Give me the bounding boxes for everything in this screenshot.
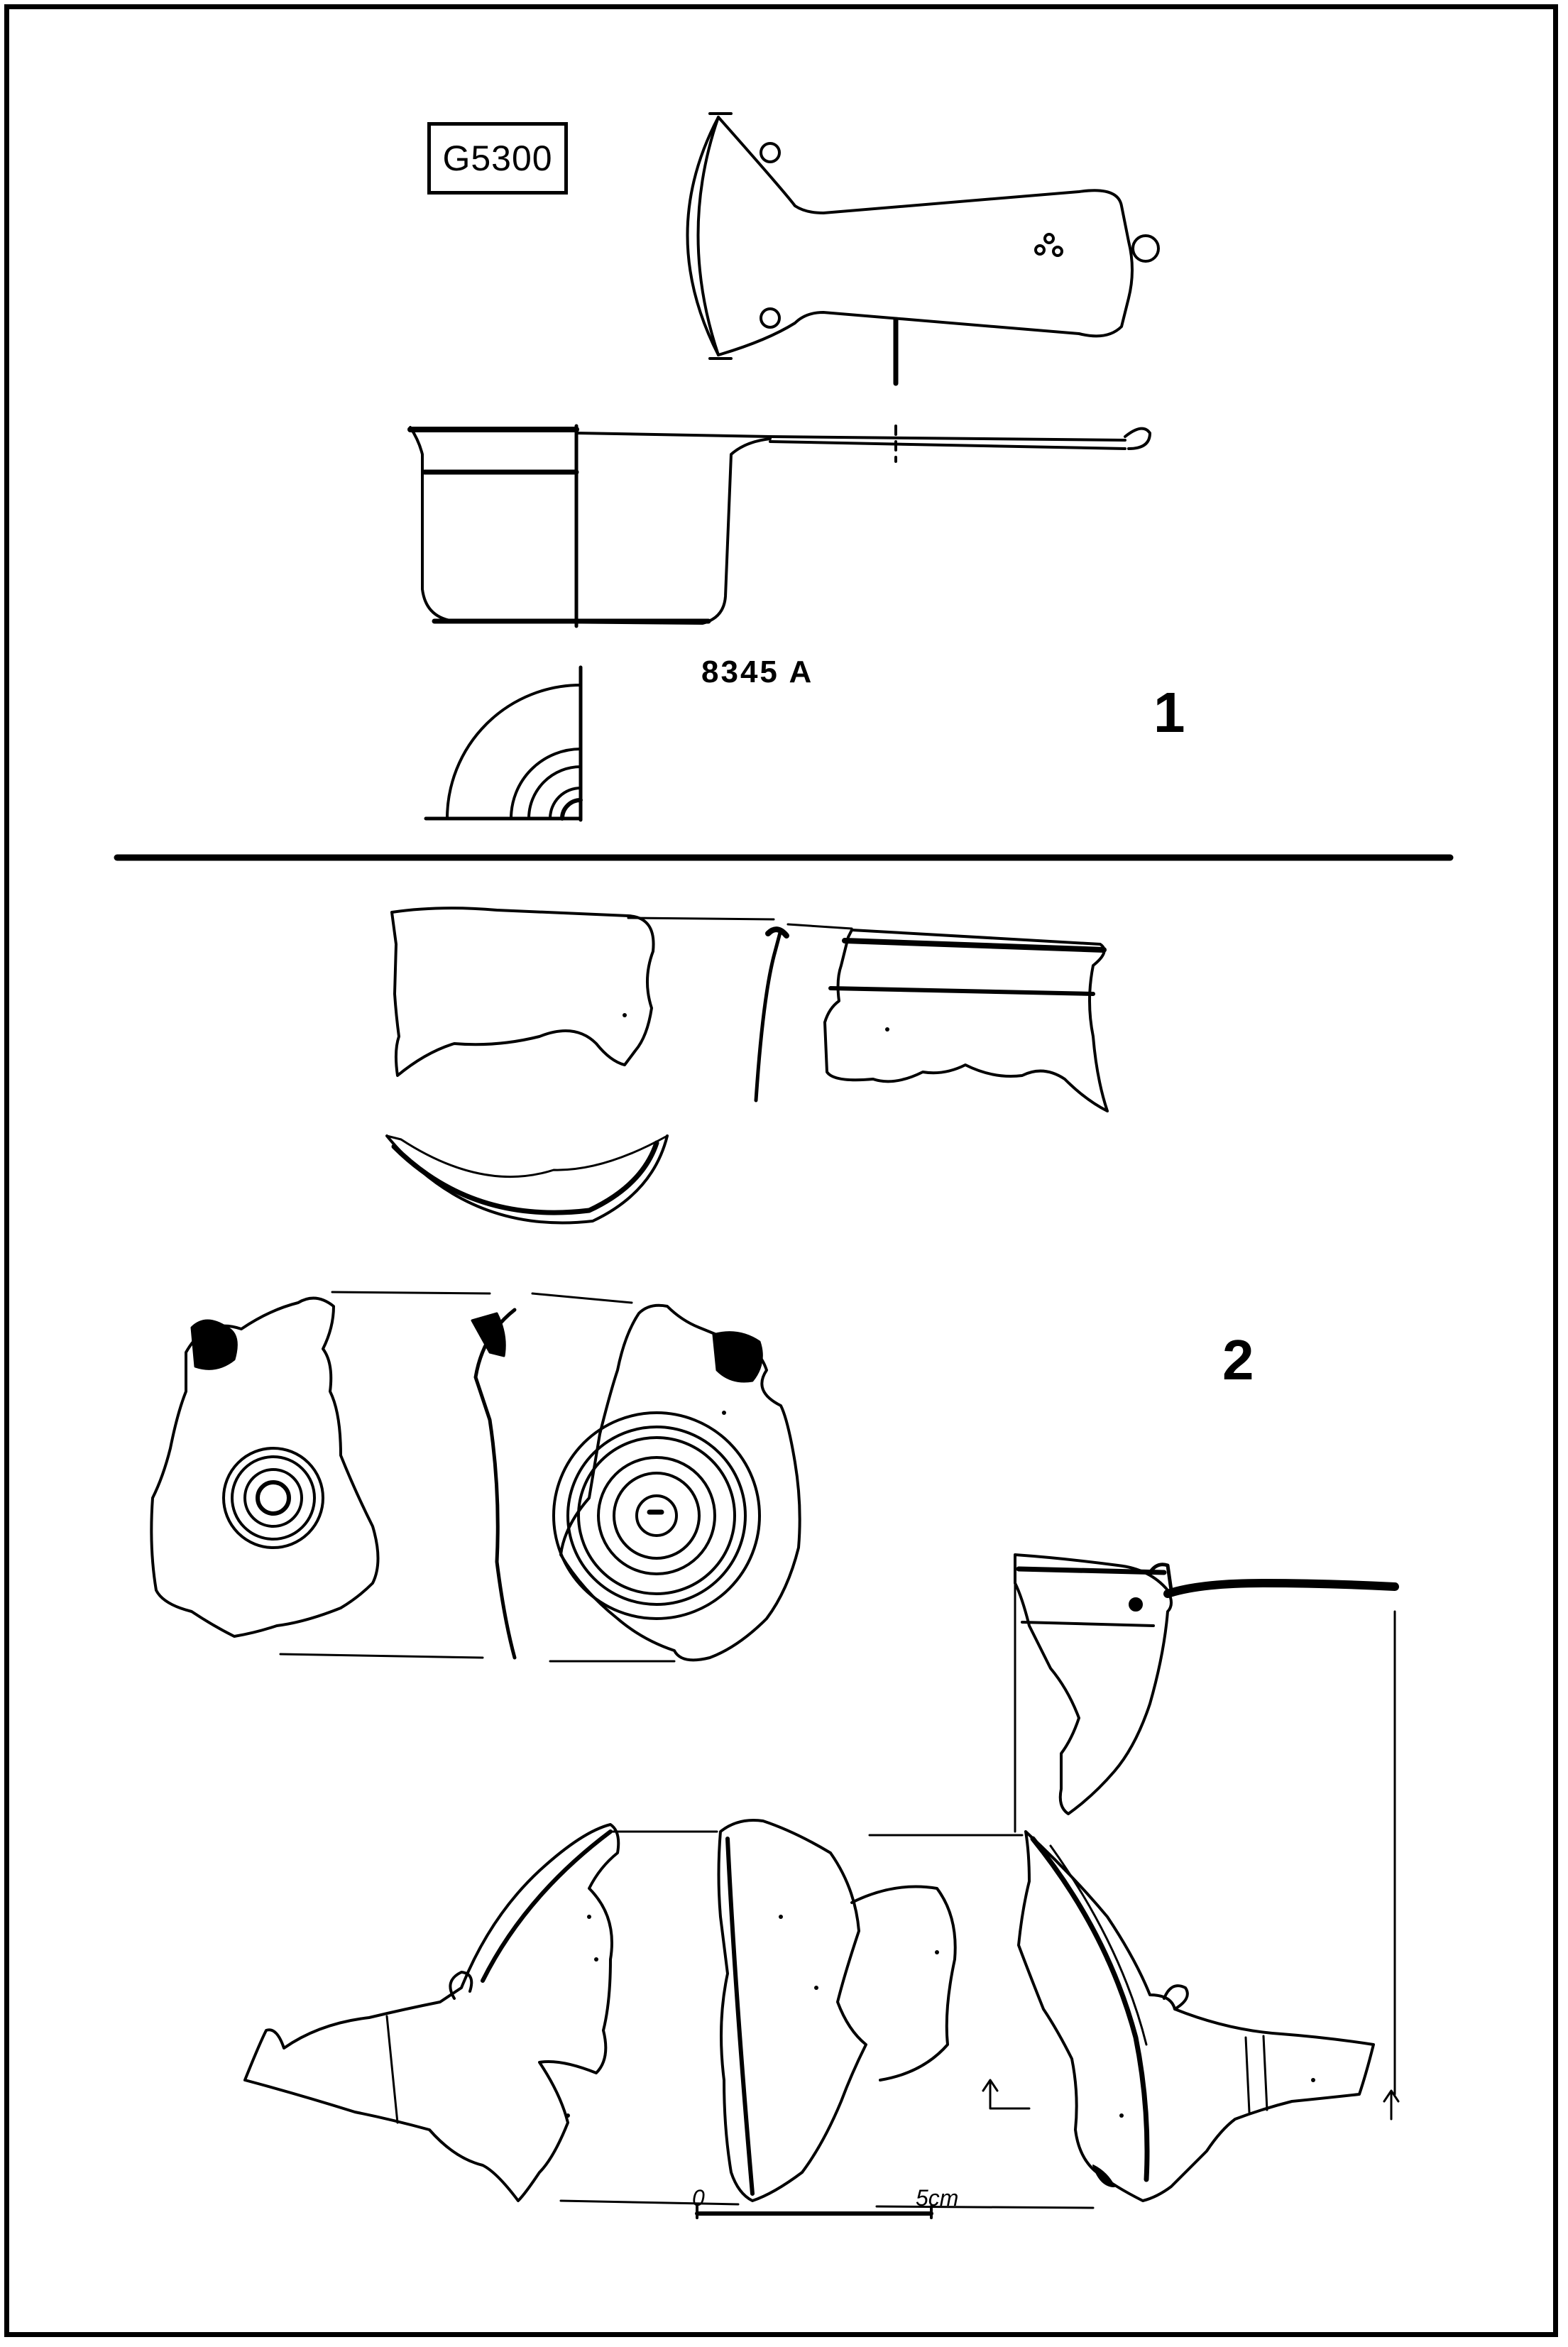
patera-base-quarter <box>424 665 583 822</box>
rim-fragment <box>390 907 1109 1112</box>
wall-profile-with-handle <box>1014 1553 1399 2096</box>
figure-number-1: 1 <box>1153 681 1185 744</box>
patera-handle-plan <box>686 112 1160 386</box>
patera-profile <box>407 424 1151 628</box>
stipple-shading <box>566 1013 1315 2118</box>
scale-bar <box>695 2205 933 2219</box>
curved-body-sherd <box>385 1134 669 1225</box>
medallion-base-views <box>150 1291 801 1663</box>
scale-start-label: 0 <box>692 2185 705 2211</box>
plate-frame <box>4 4 1558 2337</box>
catalogue-code-box: G5300 <box>427 122 568 195</box>
figure-number-2: 2 <box>1222 1328 1254 1391</box>
inventory-number: 8345 A <box>701 655 814 689</box>
handle-fragments <box>243 1819 1400 2209</box>
scale-end-label: 5cm <box>916 2185 959 2211</box>
